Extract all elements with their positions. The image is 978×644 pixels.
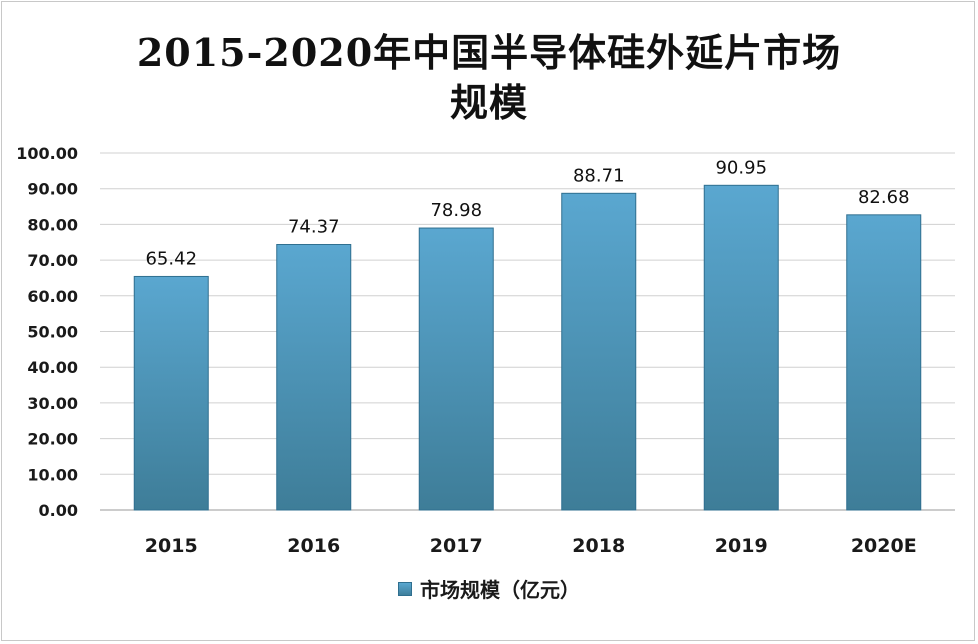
y-tick-label: 40.00: [27, 358, 78, 377]
bars: [133, 184, 922, 511]
y-tick-label: 100.00: [16, 144, 78, 163]
data-label-2015: 65.42: [145, 248, 197, 269]
bar-2018: [561, 192, 637, 511]
x-tick-label-2016: 2016: [287, 535, 340, 557]
x-tick-label-2018: 2018: [572, 535, 625, 557]
gridlines: [100, 152, 955, 511]
y-tick-label: 60.00: [27, 287, 78, 306]
chart-title: 2015-2020年中国半导体硅外延片市场 规模: [0, 28, 978, 128]
data-label-2016: 74.37: [288, 216, 340, 237]
data-label-2017: 78.98: [430, 200, 482, 221]
y-tick-label: 10.00: [27, 465, 78, 484]
data-labels: 65.42 74.37 78.98 88.71 90.95 82.68: [145, 157, 909, 269]
x-tick-label-2020E: 2020E: [851, 535, 917, 557]
legend-label: 市场规模（亿元）: [420, 578, 580, 602]
y-tick-label: 70.00: [27, 251, 78, 270]
x-tick-label-2017: 2017: [430, 535, 483, 557]
legend-swatch: [398, 581, 412, 596]
y-tick-label: 20.00: [27, 430, 78, 449]
bar-2017: [418, 227, 494, 511]
x-axis-categories: 2015 2016 2017 2018 2019 2020E: [145, 535, 917, 557]
chart-title-line-2: 规模: [449, 80, 528, 125]
bar-2016: [276, 243, 352, 511]
y-tick-label: 80.00: [27, 215, 78, 234]
data-label-2019: 90.95: [715, 157, 767, 178]
y-tick-label: 0.00: [39, 501, 78, 520]
legend: 市场规模（亿元）: [0, 574, 978, 603]
x-tick-label-2015: 2015: [145, 535, 198, 557]
bar-2019: [703, 184, 779, 511]
chart-title-line-1: 2015-2020年中国半导体硅外延片市场: [136, 30, 842, 75]
y-tick-label: 30.00: [27, 394, 78, 413]
bar-2020E: [846, 214, 922, 511]
y-axis-ticks: 0.00 10.00 20.00 30.00 40.00 50.00 60.00 70.00 8…: [16, 144, 78, 520]
y-tick-label: 90.00: [27, 180, 78, 199]
y-tick-label: 50.00: [27, 323, 78, 342]
bar-2015: [133, 275, 209, 511]
x-tick-label-2019: 2019: [715, 535, 768, 557]
data-label-2020E: 82.68: [858, 187, 910, 208]
data-label-2018: 88.71: [573, 165, 625, 186]
